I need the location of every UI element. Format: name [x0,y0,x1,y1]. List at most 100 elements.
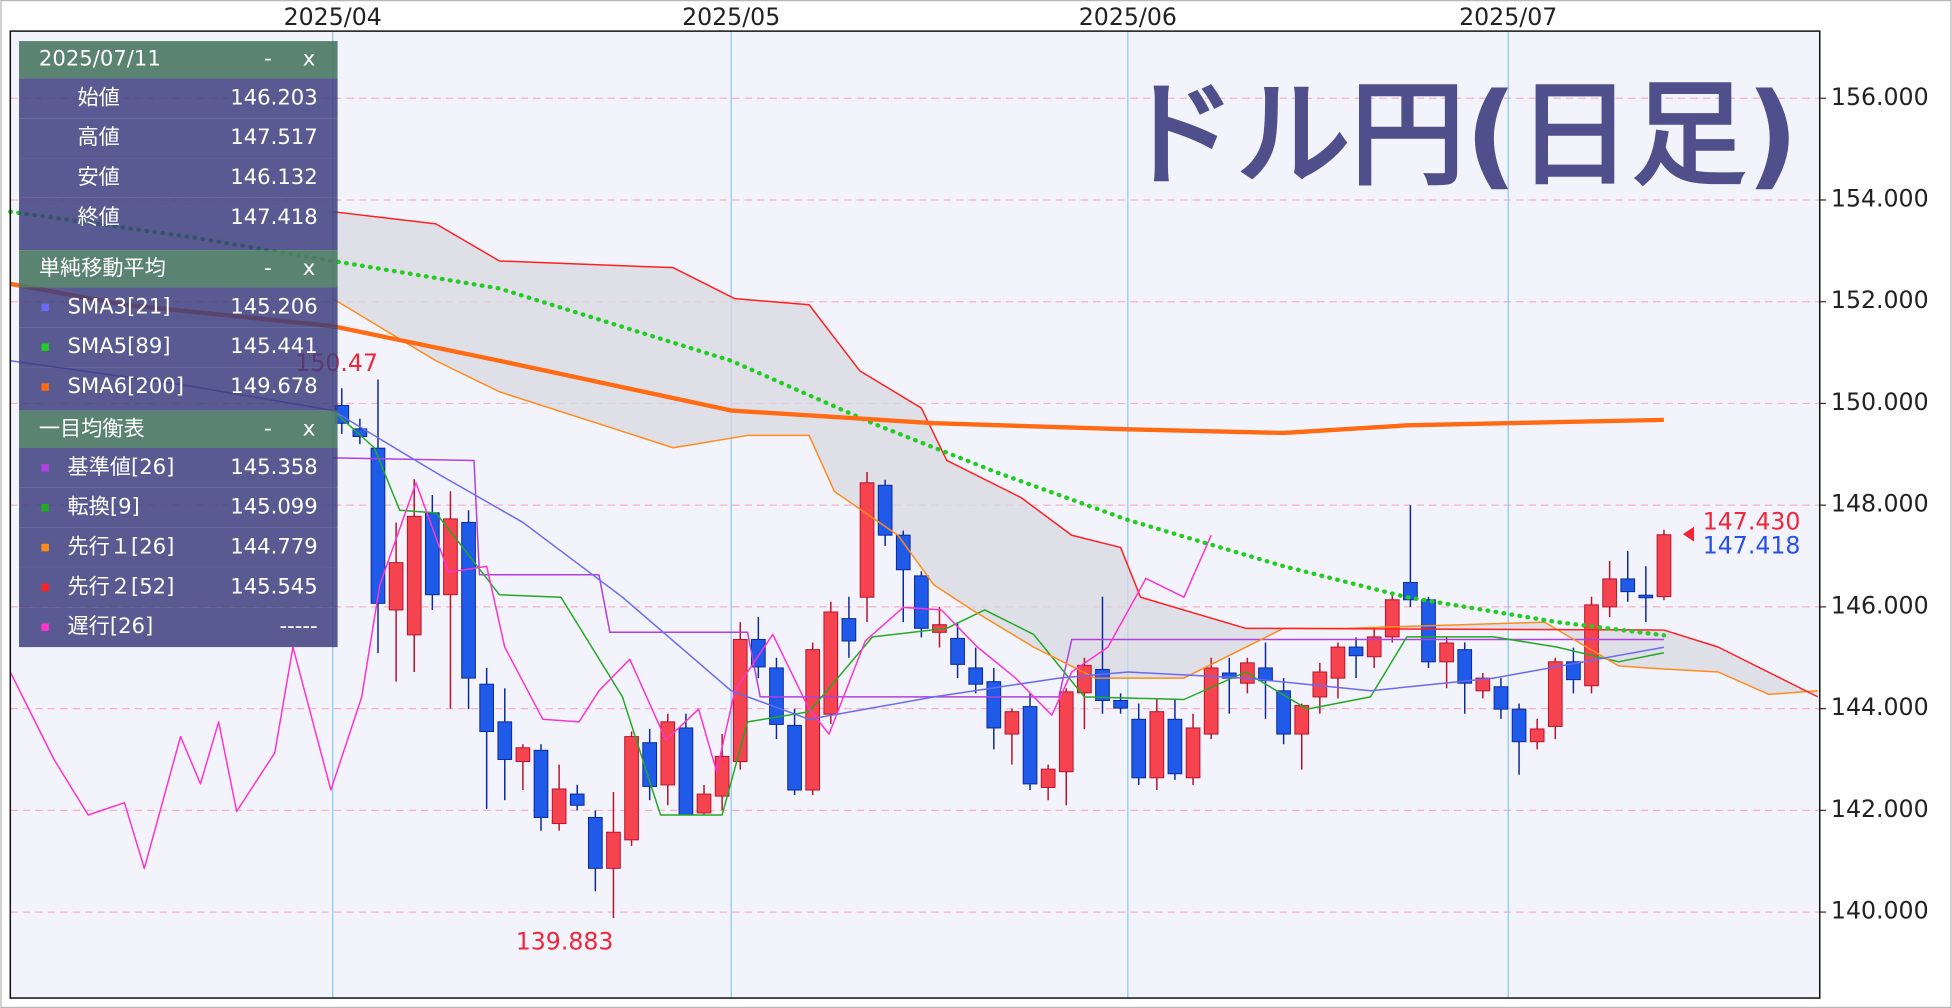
candle-body [1638,594,1654,599]
ichimoku-cloud [332,211,1818,697]
legend-swatch [41,383,49,391]
panel-minimize[interactable]: - [264,415,272,440]
candle-body [968,667,984,685]
candle-body [569,793,585,806]
legend-swatch [41,623,49,631]
candle-body [1529,728,1545,743]
candle-body [1095,668,1110,701]
panel-row-label: 先行２[52] [68,573,175,598]
cloud-layer [332,211,1818,697]
panel-row-value: ----- [280,613,318,638]
y-tick-label: 152.000 [1831,286,1929,314]
panel-row-value: 145.441 [230,333,317,358]
panel-row [19,487,338,528]
candle-body [1113,699,1128,709]
candle-body [950,637,965,665]
candle-body [1547,661,1563,727]
candle-body [1276,690,1291,735]
candle-body [914,575,929,629]
candle-body [714,755,730,797]
candle-body [841,618,857,642]
legend-swatch [41,303,49,312]
panel-header [19,410,338,448]
candle-body [461,521,476,679]
legend-swatch [41,583,49,592]
panel-close[interactable]: x [303,415,316,440]
panel-header [19,41,338,79]
candle-body [1330,646,1346,679]
candle-body [424,512,440,596]
candle-body [479,683,495,733]
candle-body [1167,718,1183,775]
y-tick-label: 150.000 [1831,388,1929,416]
panel-minimize[interactable]: - [264,255,272,280]
candle-body [533,749,549,818]
panel-row-value: 145.206 [230,293,317,318]
panel-row-label: SMA3[21] [68,293,171,318]
panel-header-title: 単純移動平均 [39,255,166,280]
panel-row-value: 145.358 [230,454,317,479]
candle-body [859,482,875,598]
candle-body [986,681,1002,729]
panel-row-label: SMA6[200] [68,373,184,398]
panel-row-label: 高値 [78,124,120,149]
sma-line [10,360,1665,721]
candle-body [1022,706,1038,785]
panel-row [19,367,338,411]
candle-body [1058,691,1074,773]
candle-body [678,727,694,816]
panel-minimize[interactable]: - [264,46,272,71]
x-tick-label: 2025/07 [1459,3,1557,31]
panel-row [19,287,338,328]
ichimoku-line [332,210,1819,698]
panel-row [19,567,338,608]
legend-swatch [41,343,49,351]
candle-body [443,518,458,596]
legend-swatch [41,464,49,472]
candle-body [1258,667,1273,682]
candle-body [606,831,621,869]
x-tick-label: 2025/06 [1079,3,1177,31]
legend-swatch [41,543,49,552]
candle-body [1602,578,1617,608]
panel-row [19,527,338,568]
panel-close[interactable]: x [303,255,316,280]
y-tick-label: 142.000 [1831,795,1929,823]
close-label: 147.418 [1703,532,1801,560]
panel-row-value: 145.545 [230,573,317,598]
panel-header-title: 2025/07/11 [39,46,161,71]
panel-row [19,197,338,251]
panel-row-label: 安値 [78,164,120,189]
price-marker [1682,526,1695,542]
candle-body [1584,604,1599,687]
ichimoku-line [332,298,1818,696]
x-tick-label: 2025/05 [682,3,780,31]
candle-body [660,721,676,786]
panel-row-value: 147.517 [230,124,317,149]
y-tick-label: 146.000 [1831,591,1929,619]
candle-body [1203,667,1219,735]
candle-body [1620,578,1636,593]
candle-body [1185,727,1201,779]
ichimoku-line [332,457,1664,698]
candle-body [1475,677,1491,692]
plot-border [9,30,1821,999]
candle-body [642,742,658,787]
candle-body [406,515,422,636]
panel-close[interactable]: x [303,46,316,71]
panel-row-value: 146.132 [230,164,317,189]
ichimoku-line [332,409,1665,816]
candle-body [877,484,893,536]
panel-row-value: 145.099 [230,494,317,519]
candle-body [1077,664,1092,694]
candle-body [1511,708,1527,743]
panel-row [19,607,338,648]
candle-body [1457,649,1473,684]
candle-body [624,736,639,841]
candle-body [696,793,712,814]
panel-row-label: 基準値[26] [68,454,175,479]
candle-body [1004,711,1020,735]
candle-body [551,788,567,825]
